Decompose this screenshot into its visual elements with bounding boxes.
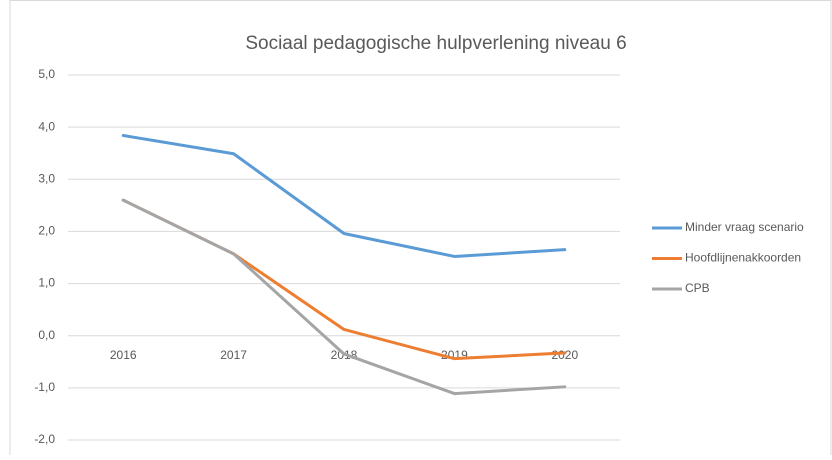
- y-tick-label: 0,0: [38, 328, 55, 342]
- y-tick-label: 5,0: [38, 67, 55, 81]
- series-line: [121, 133, 567, 258]
- legend-label: Hoofdlijnenakkoorden: [685, 251, 801, 265]
- series-line: [121, 198, 567, 396]
- y-tick-label: -2,0: [34, 432, 55, 446]
- x-tick-label: 2016: [110, 348, 137, 362]
- legend-label: CPB: [685, 281, 710, 295]
- y-tick-label: 3,0: [38, 171, 55, 185]
- y-tick-label: 2,0: [38, 224, 55, 238]
- y-tick-label: 4,0: [38, 119, 55, 133]
- legend-label: Minder vraag scenario: [685, 220, 804, 234]
- chart-title: Sociaal pedagogische hulpverlening nivea…: [245, 33, 626, 54]
- x-tick-label: 2017: [220, 348, 247, 362]
- y-tick-label: 1,0: [38, 276, 55, 290]
- x-tick-label: 2020: [551, 348, 578, 362]
- chart-frame: [9, 0, 832, 460]
- y-tick-label: -1,0: [34, 380, 55, 394]
